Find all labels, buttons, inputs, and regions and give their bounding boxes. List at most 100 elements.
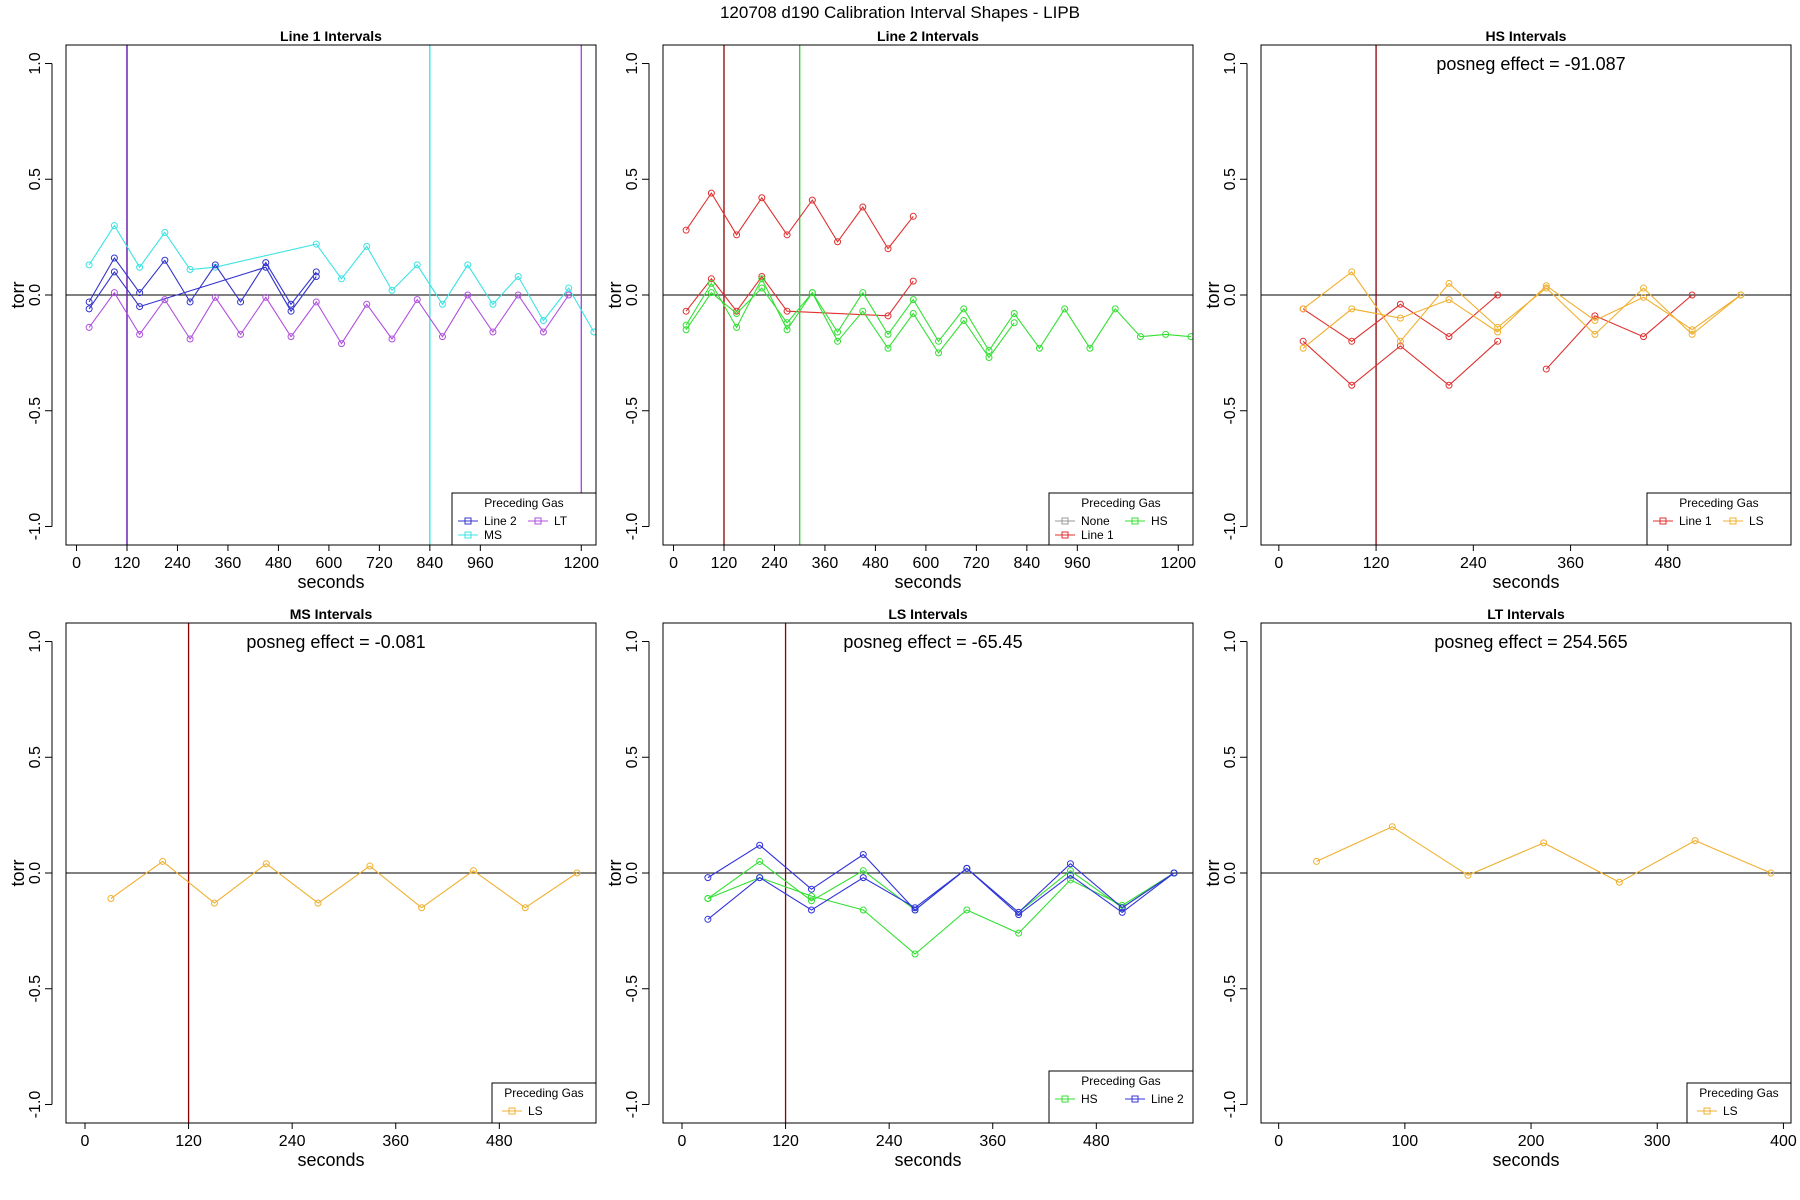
x-tick-label: 120 bbox=[711, 555, 738, 572]
x-tick-label: 0 bbox=[1274, 555, 1283, 572]
x-tick-label: 240 bbox=[1460, 555, 1487, 572]
data-point bbox=[1464, 871, 1472, 879]
x-tick-label: 600 bbox=[316, 555, 343, 572]
data-point bbox=[1066, 876, 1074, 884]
data-point bbox=[859, 289, 867, 297]
data-point bbox=[186, 266, 194, 274]
x-tick-label: 0 bbox=[81, 1133, 90, 1150]
data-point bbox=[312, 268, 320, 276]
data-point bbox=[590, 328, 596, 336]
data-point bbox=[1396, 342, 1404, 350]
y-tick-label: 1.0 bbox=[1222, 52, 1239, 74]
x-tick-label: 360 bbox=[382, 1133, 409, 1150]
x-tick-label: 100 bbox=[1392, 1133, 1419, 1150]
y-tick-label: -1.0 bbox=[27, 1091, 44, 1119]
x-axis-label: seconds bbox=[1492, 572, 1559, 592]
x-tick-label: 720 bbox=[366, 555, 393, 572]
panel-title: MS Intervals bbox=[290, 606, 373, 622]
data-point bbox=[110, 268, 118, 276]
data-point bbox=[1348, 268, 1356, 276]
data-point bbox=[783, 307, 791, 315]
data-point bbox=[935, 349, 943, 357]
series-line-2 bbox=[1302, 294, 1498, 342]
data-point bbox=[758, 194, 766, 202]
data-point bbox=[159, 857, 167, 865]
data-point bbox=[758, 275, 766, 283]
x-tick-label: 120 bbox=[175, 1133, 202, 1150]
legend-label: Line 1 bbox=[1679, 514, 1712, 528]
panel-grid: Line 1 Intervals 1.0 0.5 0.0 -0.5 -1.0 torr 0 12… bbox=[8, 28, 1797, 1170]
data-point bbox=[312, 298, 320, 306]
x-tick-label: 240 bbox=[761, 555, 788, 572]
data-point bbox=[1494, 323, 1502, 331]
legend-swatch-marker bbox=[508, 1107, 516, 1115]
data-point bbox=[1445, 296, 1453, 304]
legend: Preceding Gas HS Line 2 bbox=[1048, 1070, 1194, 1124]
data-point bbox=[1640, 284, 1648, 292]
data-point bbox=[210, 899, 218, 907]
data-point bbox=[1396, 337, 1404, 345]
x-tick-label: 0 bbox=[72, 555, 81, 572]
data-point bbox=[783, 231, 791, 239]
x-tick-label: 400 bbox=[1770, 1133, 1797, 1150]
series-line-2 bbox=[88, 256, 317, 306]
data-point bbox=[1015, 911, 1023, 919]
data-point bbox=[1591, 316, 1599, 324]
y-tick-label: 0.5 bbox=[1222, 168, 1239, 190]
legend-swatch-marker bbox=[1131, 517, 1139, 525]
data-point bbox=[464, 261, 472, 269]
legend-title: Preceding Gas bbox=[1679, 496, 1758, 510]
data-point bbox=[1187, 333, 1193, 341]
x-tick-label: 960 bbox=[1064, 555, 1091, 572]
y-tick-label: 0.0 bbox=[624, 862, 641, 884]
data-point bbox=[287, 300, 295, 308]
data-point bbox=[521, 904, 529, 912]
x-tick-label: 120 bbox=[1363, 555, 1390, 572]
legend-swatch-marker bbox=[1061, 531, 1069, 539]
x-tick-label: 480 bbox=[265, 555, 292, 572]
panel-title: Line 2 Intervals bbox=[877, 28, 979, 44]
y-axis-label: torr bbox=[605, 281, 625, 308]
data-point bbox=[418, 904, 426, 912]
data-point bbox=[1348, 305, 1356, 313]
y-tick-label: -0.5 bbox=[1222, 975, 1239, 1003]
data-point bbox=[960, 305, 968, 313]
data-point bbox=[909, 212, 917, 220]
x-tick-label: 0 bbox=[669, 555, 678, 572]
data-point bbox=[1396, 300, 1404, 308]
series-line-3 bbox=[685, 277, 1191, 352]
legend-swatch-marker bbox=[1061, 517, 1069, 525]
data-point bbox=[1445, 333, 1453, 341]
data-point bbox=[807, 897, 815, 905]
data-point bbox=[1591, 312, 1599, 320]
data-point bbox=[85, 323, 93, 331]
posneg-annotation: posneg effect = -0.081 bbox=[246, 632, 425, 652]
data-point bbox=[1688, 330, 1696, 338]
data-point bbox=[1445, 381, 1453, 389]
data-point bbox=[707, 289, 715, 297]
data-point bbox=[909, 296, 917, 304]
y-tick-label: 1.0 bbox=[27, 630, 44, 652]
data-point bbox=[1688, 291, 1696, 299]
data-point bbox=[161, 256, 169, 264]
data-point bbox=[1299, 305, 1307, 313]
y-tick-label: -1.0 bbox=[624, 1091, 641, 1119]
data-point bbox=[1086, 344, 1094, 352]
legend-swatch-marker bbox=[534, 517, 542, 525]
plot-frame bbox=[65, 44, 597, 546]
data-point bbox=[85, 298, 93, 306]
series-line-4 bbox=[1302, 271, 1742, 343]
data-point bbox=[884, 330, 892, 338]
data-point bbox=[859, 906, 867, 914]
y-tick-label: -0.5 bbox=[624, 397, 641, 425]
data-point bbox=[1170, 869, 1178, 877]
data-point bbox=[985, 347, 993, 355]
legend-entry: Line 1 bbox=[1653, 514, 1712, 528]
legend-entry: Line 2 bbox=[1125, 1092, 1184, 1106]
data-point bbox=[1542, 282, 1550, 290]
data-point bbox=[1313, 857, 1321, 865]
data-point bbox=[136, 303, 144, 311]
data-point bbox=[262, 259, 270, 267]
data-point bbox=[438, 333, 446, 341]
legend: Preceding Gas Line 2 LT MS bbox=[451, 492, 597, 546]
